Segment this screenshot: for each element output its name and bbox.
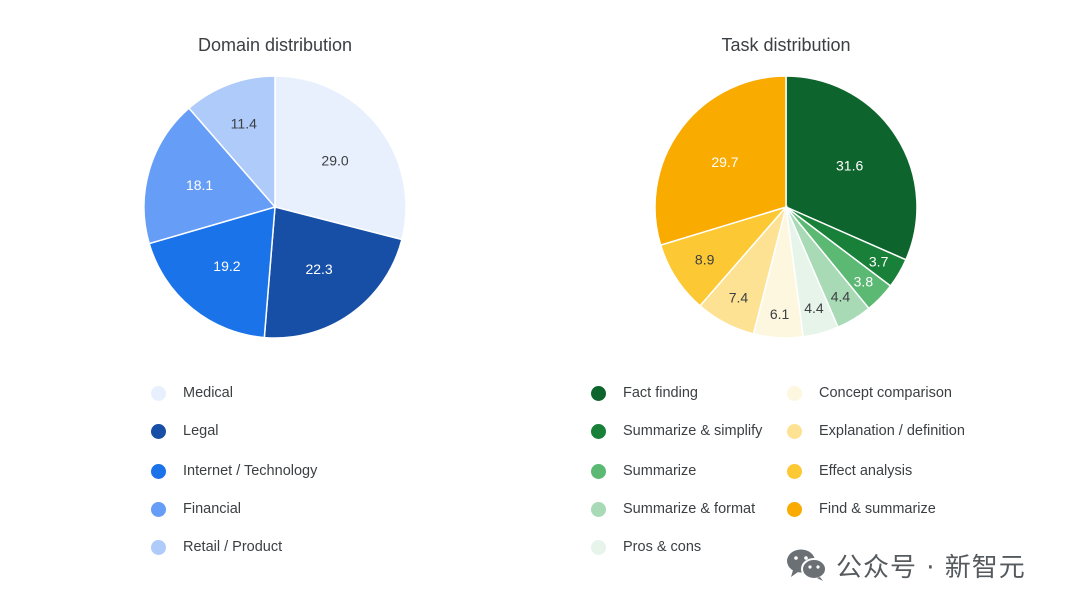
- legend-label: Internet / Technology: [183, 463, 318, 479]
- task-legend-item: Summarize & format: [591, 499, 755, 519]
- task-legend-item: Explanation / definition: [787, 421, 965, 441]
- domain-slice-internet-technology: [148, 205, 276, 339]
- domain-slice-financial: [143, 107, 277, 245]
- legend-swatch: [151, 463, 166, 479]
- task-value-label: 6.1: [770, 306, 790, 322]
- legend-swatch: [151, 501, 166, 517]
- domain-legend-item: Medical: [151, 383, 233, 403]
- task-chart-title: Task distribution: [721, 35, 851, 55]
- legend-label: Find & summarize: [819, 501, 936, 517]
- task-legend-item: Pros & cons: [591, 537, 701, 557]
- task-pie: 31.63.73.84.44.46.17.48.929.7: [654, 75, 918, 339]
- domain-legend-item: Legal: [151, 421, 218, 441]
- legend-label: Summarize & format: [623, 501, 756, 517]
- legend-label: Summarize: [623, 463, 697, 479]
- task-value-label: 31.6: [836, 157, 863, 173]
- task-legend-item: Effect analysis: [787, 461, 912, 481]
- legend-swatch: [151, 539, 166, 555]
- task-value-label: 8.9: [695, 252, 715, 268]
- legend-label: Medical: [183, 385, 233, 401]
- legend-label: Legal: [183, 423, 219, 439]
- wechat-icon: [787, 549, 827, 581]
- task-legend-item: Find & summarize: [787, 499, 936, 519]
- domain-value-label: 11.4: [231, 116, 257, 132]
- task-legend-item: Fact finding: [591, 383, 698, 403]
- domain-legend-item: Financial: [151, 499, 241, 519]
- domain-pie: 29.0 22.3 19.2 18.1 11.4: [143, 75, 407, 339]
- legend-swatch: [787, 385, 802, 401]
- legend-swatch: [591, 463, 606, 479]
- task-slice-fact-finding: [785, 75, 918, 261]
- legend-label: Pros & cons: [623, 539, 702, 555]
- legend-swatch: [787, 463, 802, 479]
- task-value-label: 7.4: [729, 289, 749, 305]
- legend-swatch: [591, 501, 606, 517]
- task-legend-item: Concept comparison: [787, 383, 952, 403]
- domain-value-label: 29.0: [321, 152, 348, 168]
- domain-value-label: 18.1: [186, 177, 213, 193]
- task-value-label: 29.7: [711, 154, 738, 170]
- domain-slice-medical: [274, 75, 407, 241]
- legend-swatch: [591, 385, 606, 401]
- legend-label: Retail / Product: [183, 539, 283, 555]
- watermark-text: 公众号 · 新智元: [836, 552, 1026, 583]
- task-value-label: 3.8: [854, 274, 874, 290]
- domain-legend-item: Retail / Product: [151, 537, 282, 557]
- legend-swatch: [151, 385, 166, 401]
- task-value-label: 3.7: [869, 253, 889, 269]
- domain-slice-retail-product: [187, 75, 276, 210]
- domain-slice-legal: [263, 206, 403, 339]
- task-value-label: 4.4: [804, 300, 824, 316]
- legend-swatch: [787, 501, 802, 517]
- task-slice-find-summarize: [654, 75, 787, 247]
- legend-label: Concept comparison: [819, 385, 952, 401]
- task-value-label: 4.4: [831, 289, 851, 305]
- legend-swatch: [591, 423, 606, 439]
- domain-value-label: 22.3: [305, 261, 332, 277]
- legend-swatch: [151, 423, 166, 439]
- domain-legend-item: Internet / Technology: [151, 461, 317, 481]
- domain-value-label: 19.2: [213, 258, 240, 274]
- legend-label: Fact finding: [623, 385, 698, 401]
- legend-swatch: [591, 539, 606, 555]
- legend-label: Financial: [183, 501, 242, 517]
- watermark: 公众号 · 新智元: [786, 545, 1026, 585]
- legend-label: Effect analysis: [819, 463, 913, 479]
- task-legend-item: Summarize: [591, 461, 696, 481]
- task-legend-item: Summarize & simplify: [591, 421, 762, 441]
- legend-label: Summarize & simplify: [623, 423, 763, 439]
- legend-swatch: [787, 423, 802, 439]
- legend-label: Explanation / definition: [819, 423, 965, 439]
- domain-chart-title: Domain distribution: [197, 35, 353, 55]
